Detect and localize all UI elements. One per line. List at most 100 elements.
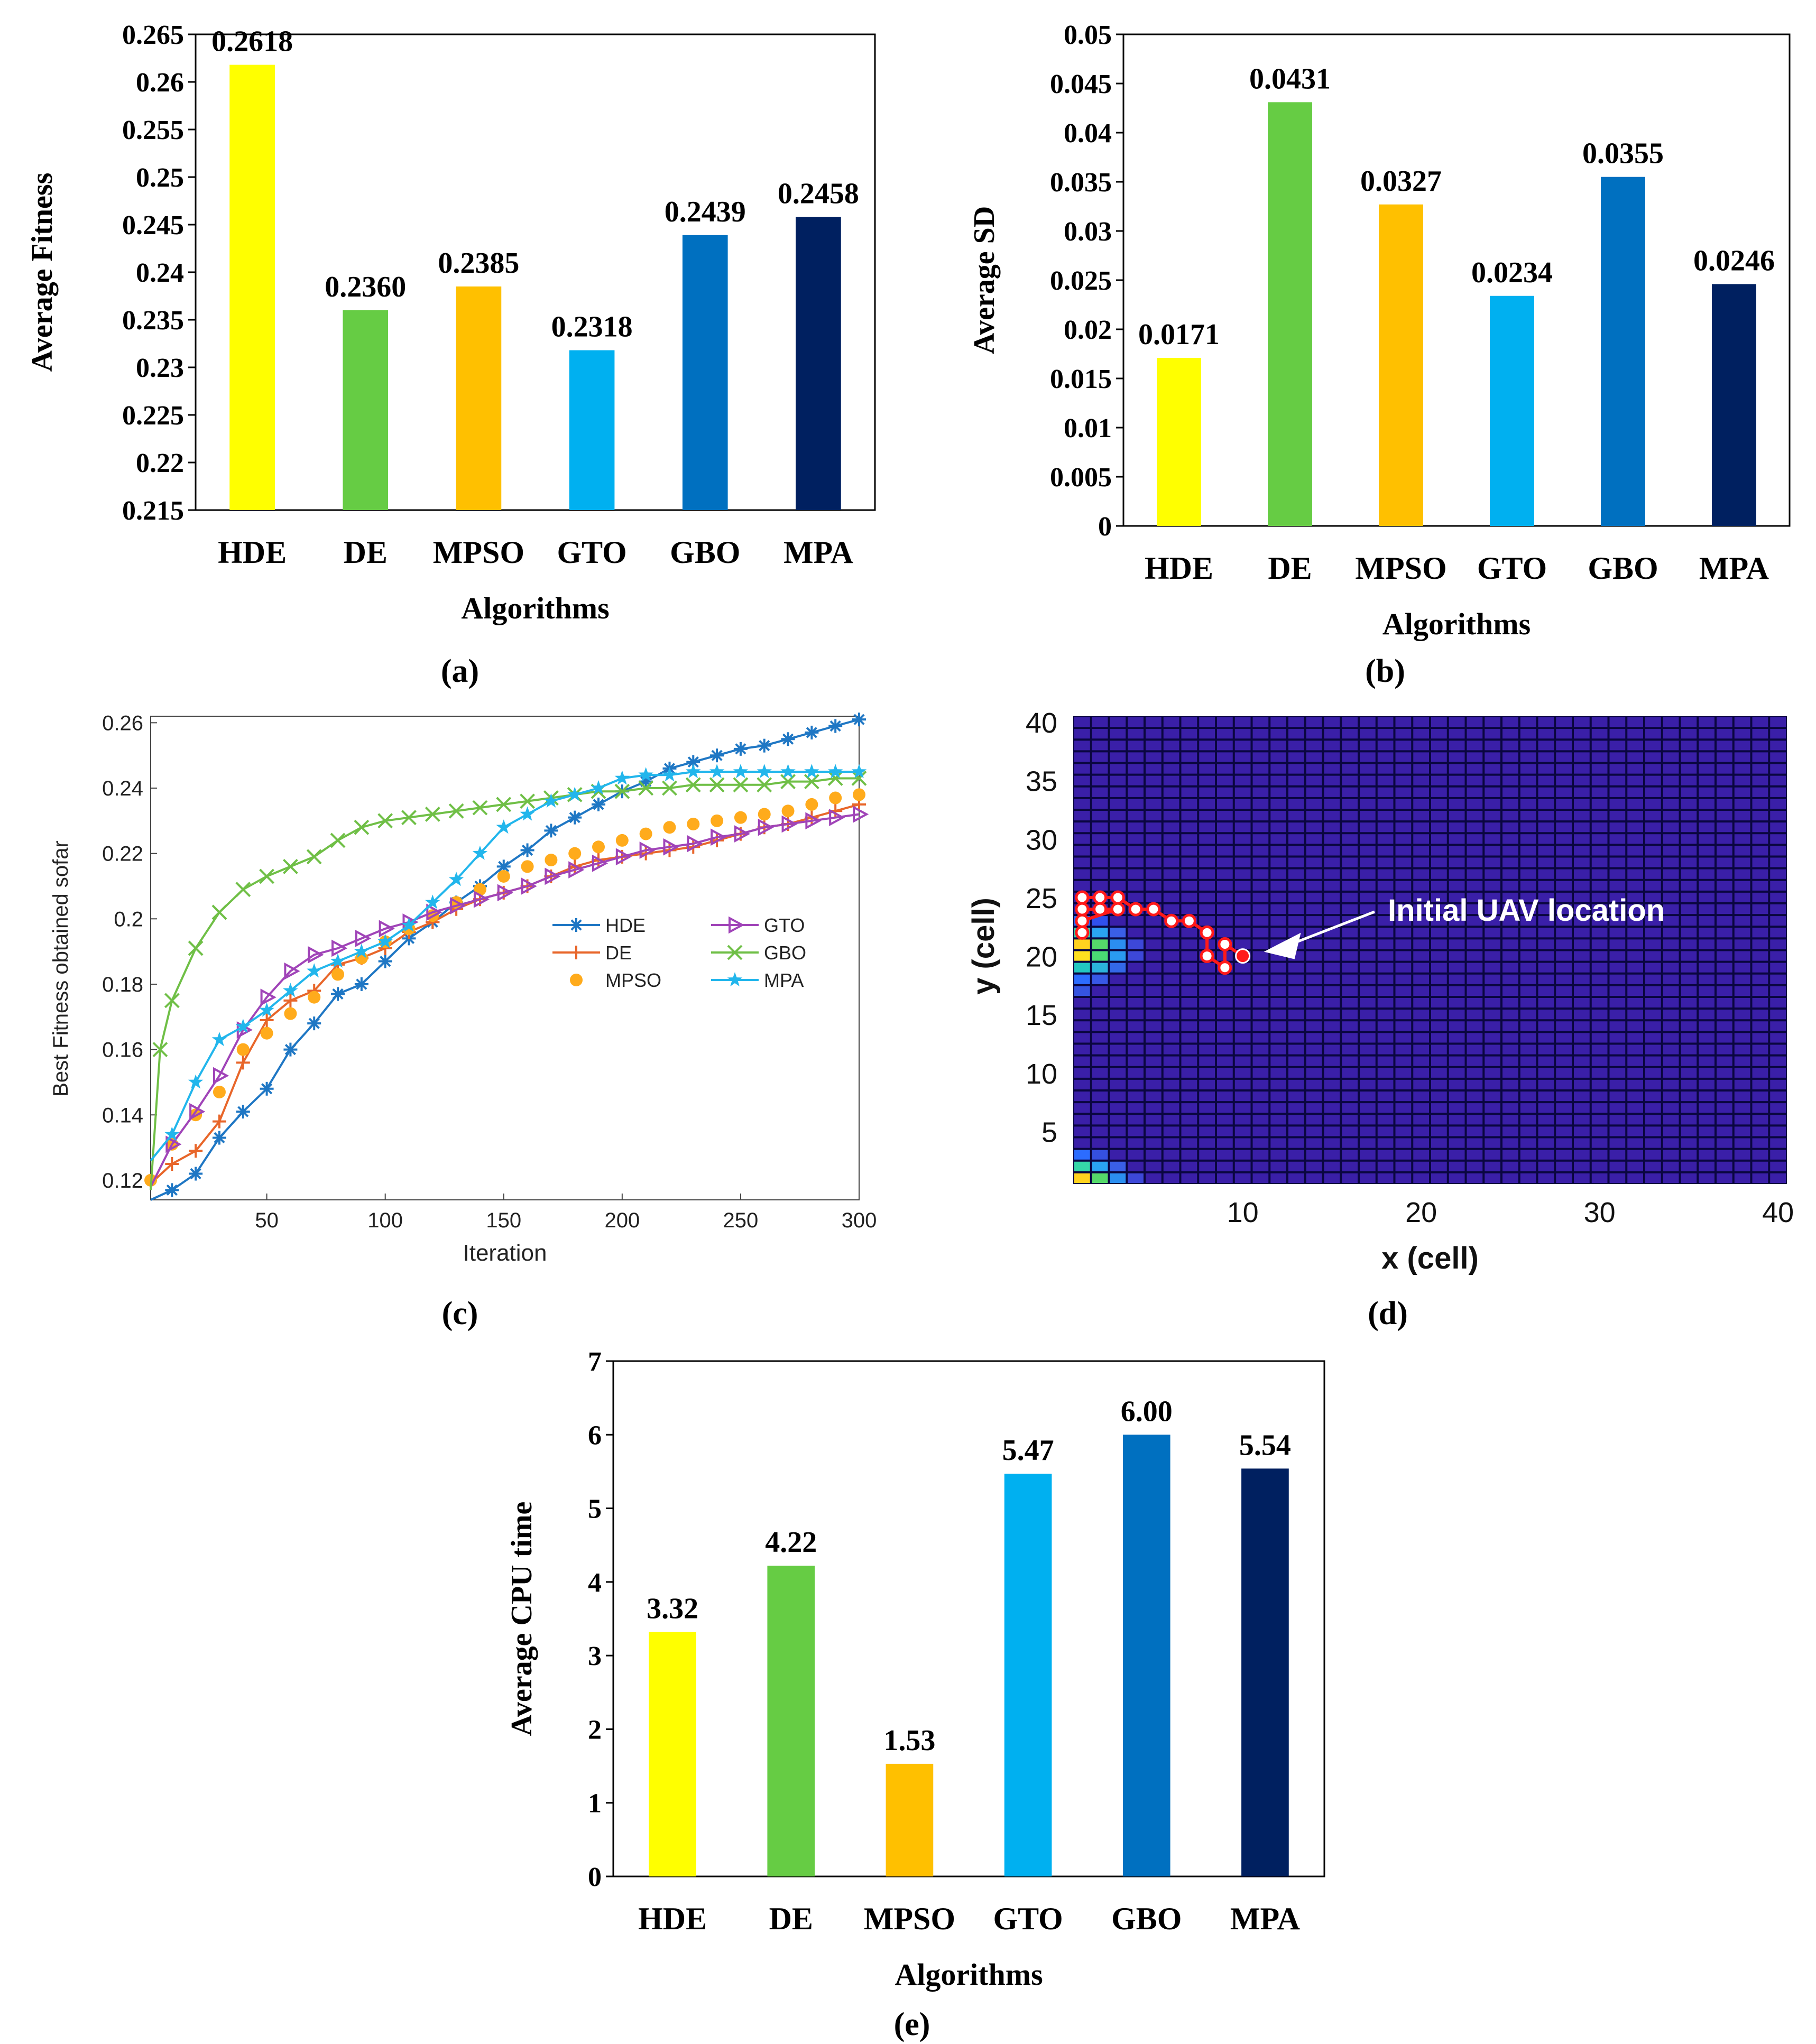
grid-cell: [1609, 729, 1626, 739]
grid-cell: [1591, 752, 1608, 762]
grid-cell: [1717, 928, 1732, 938]
grid-cell: [1413, 822, 1429, 833]
grid-cell: [1752, 1021, 1768, 1031]
grid-cell: [1520, 986, 1536, 996]
grid-cell: [1556, 752, 1572, 762]
grid-cell: [1752, 1092, 1768, 1102]
grid-cell: [1342, 1150, 1358, 1160]
grid-cell: [1342, 1126, 1358, 1136]
point-marker: [379, 920, 395, 938]
grid-cell: [1234, 822, 1251, 833]
grid-cell: [1467, 1150, 1483, 1160]
grid-cell: [1734, 1103, 1750, 1113]
point-marker: [472, 845, 488, 860]
grid-cell: [1681, 904, 1697, 914]
grid-cell: [1110, 846, 1126, 856]
grid-cell: [1591, 787, 1608, 797]
grid-cell: [1146, 986, 1161, 996]
grid-cell: [1234, 939, 1251, 949]
grid-cell: [1163, 741, 1179, 751]
grid-cell: [1467, 939, 1483, 949]
grid-cell: [1467, 775, 1483, 785]
y-tick-label: 6: [588, 1420, 602, 1450]
grid-cell: [1485, 775, 1500, 785]
grid-cell: [1609, 1126, 1626, 1136]
grid-cell: [1485, 974, 1500, 984]
grid-cell: [1645, 1126, 1661, 1136]
grid-cell: [1699, 799, 1714, 809]
point-marker: [377, 813, 393, 829]
grid-cell: [1520, 1138, 1536, 1148]
point-marker: [663, 838, 679, 856]
grid-cell: [1591, 1138, 1608, 1148]
annotation-arrow-line: [1284, 910, 1375, 948]
grid-cell: [1288, 1068, 1304, 1078]
grid-cell: [1538, 1161, 1554, 1171]
grid-cell: [1502, 729, 1518, 739]
grid-cell: [1288, 1033, 1304, 1043]
grid-cell: [1538, 963, 1554, 973]
point-marker: [733, 777, 749, 793]
grid-cell: [1574, 881, 1590, 891]
grid-cell: [1449, 1161, 1465, 1171]
grid-cell: [1699, 1092, 1714, 1102]
grid-cell: [1502, 939, 1518, 949]
grid-cell: [1288, 834, 1304, 844]
grid-cell: [1324, 869, 1340, 879]
grid-cell: [1717, 1173, 1732, 1183]
grid-cell: [1663, 1068, 1679, 1078]
point-marker: [804, 774, 819, 790]
legend-label: HDE: [605, 914, 646, 936]
grid-cell: [1717, 939, 1732, 949]
point-marker: [757, 777, 772, 793]
grid-cell: [1146, 963, 1161, 973]
grid-cell: [1074, 1126, 1090, 1136]
grid-cell: [1627, 787, 1643, 797]
grid-cell: [1431, 741, 1447, 751]
grid-cell: [1234, 963, 1251, 973]
grid-cell: [1538, 1068, 1554, 1078]
x-axis-title: Algorithms: [895, 1957, 1043, 1992]
grid-cell: [1234, 787, 1251, 797]
grid-cell: [1270, 1161, 1286, 1171]
grid-cell: [1252, 1079, 1269, 1089]
grid-cell: [1538, 1021, 1554, 1031]
grid-cell: [1485, 811, 1500, 821]
grid-cell: [1627, 939, 1643, 949]
grid-cell: [1717, 811, 1732, 821]
point-marker: [781, 804, 795, 818]
grid-cell: [1128, 939, 1144, 949]
grid-cell: [1752, 986, 1768, 996]
grid-cell: [1288, 1138, 1304, 1148]
grid-cell: [1502, 1033, 1518, 1043]
grid-cell: [1092, 1150, 1108, 1160]
grid-cell: [1324, 939, 1340, 949]
bar-hde: [1157, 357, 1201, 526]
grid-cell: [1449, 869, 1465, 879]
grid-cell: [1413, 811, 1429, 821]
grid-cell: [1092, 1161, 1108, 1171]
point-marker: [236, 1043, 250, 1056]
grid-cell: [1342, 963, 1358, 973]
grid-cell: [1360, 729, 1376, 739]
grid-cell: [1413, 904, 1429, 914]
grid-cell: [1538, 1173, 1554, 1183]
grid-cell: [1360, 1150, 1376, 1160]
grid-cell: [1556, 1173, 1572, 1183]
grid-cell: [1770, 869, 1786, 879]
grid-cell: [1181, 741, 1197, 751]
grid-cell: [1520, 892, 1536, 902]
grid-cell: [1342, 1079, 1358, 1089]
grid-cell: [1717, 787, 1732, 797]
grid-cell: [1574, 1115, 1590, 1125]
grid-cell: [1609, 857, 1626, 867]
grid-cell: [1502, 1150, 1518, 1160]
grid-cell: [1734, 1056, 1750, 1066]
grid-cell: [1342, 1021, 1358, 1031]
point-marker: [570, 919, 582, 931]
grid-cell: [1110, 729, 1126, 739]
grid-cell: [1681, 741, 1697, 751]
grid-cell: [1288, 775, 1304, 785]
grid-cell: [1217, 869, 1233, 879]
grid-cell: [1074, 1161, 1090, 1171]
